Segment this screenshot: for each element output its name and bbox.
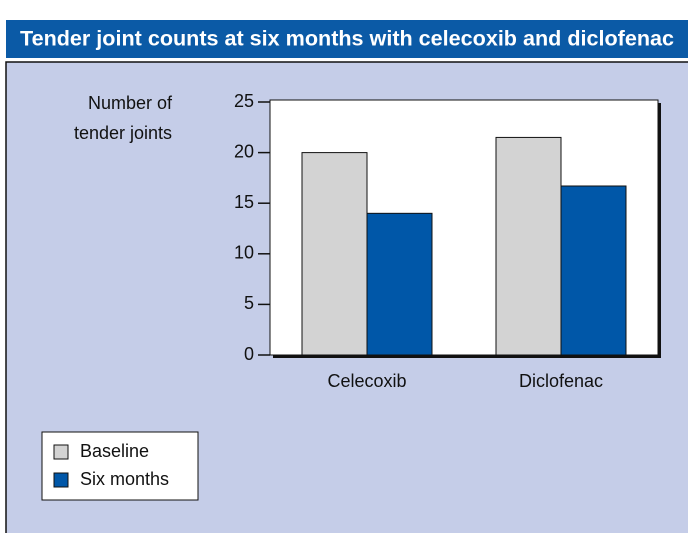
- bar: [560, 185, 627, 356]
- y-tick-label: 5: [244, 293, 254, 313]
- chart-title: Tender joint counts at six months with c…: [20, 28, 674, 51]
- legend-label: Baseline: [80, 441, 149, 461]
- y-axis-label: Number of: [88, 93, 173, 113]
- y-tick-label: 0: [244, 344, 254, 364]
- x-tick-label: Celecoxib: [327, 371, 406, 391]
- legend-swatch: [53, 472, 69, 488]
- legend-swatch: [53, 444, 69, 460]
- bar: [495, 136, 562, 356]
- legend-label: Six months: [80, 469, 169, 489]
- bar: [301, 152, 368, 356]
- y-tick-label: 10: [234, 243, 254, 263]
- bar: [366, 212, 433, 356]
- y-axis-label: tender joints: [74, 123, 172, 143]
- y-tick-label: 20: [234, 141, 254, 161]
- legend: [41, 431, 199, 501]
- title-bar: [6, 20, 688, 58]
- y-tick-label: 25: [234, 91, 254, 111]
- x-tick-label: Diclofenac: [519, 371, 603, 391]
- y-tick-label: 15: [234, 192, 254, 212]
